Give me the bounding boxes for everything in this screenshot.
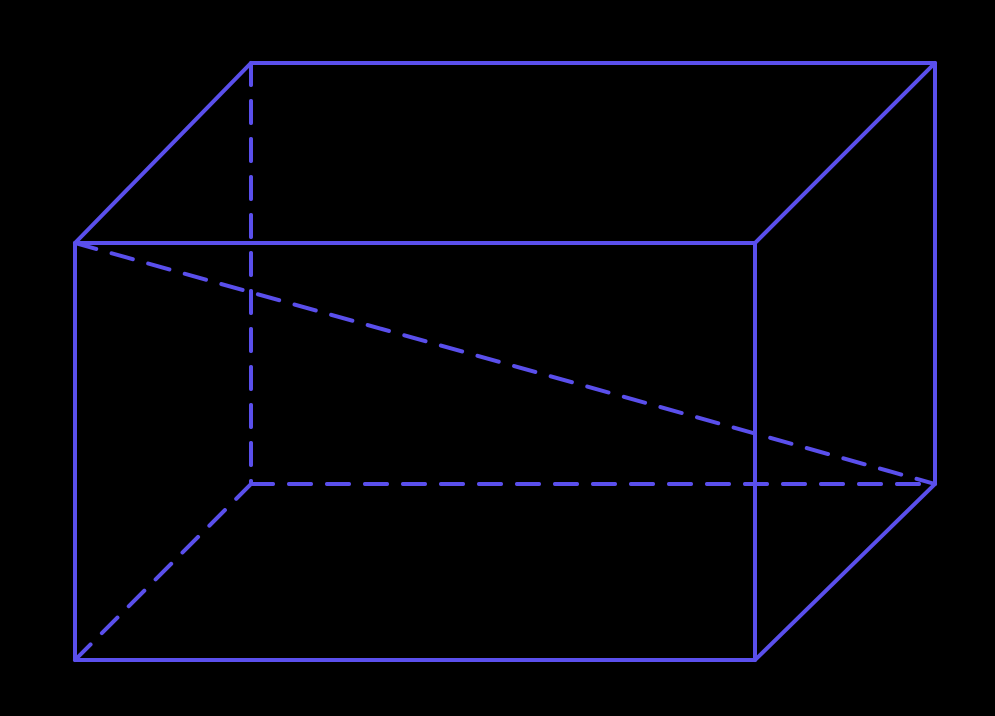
- rectangular-prism-diagram: [0, 0, 995, 716]
- edge-bottom-left-depth: [75, 484, 251, 660]
- edge-top-right-depth: [755, 63, 935, 243]
- edge-bottom-right-depth: [755, 484, 935, 660]
- edge-top-left-depth: [75, 63, 251, 243]
- edge-space-diagonal: [75, 243, 935, 484]
